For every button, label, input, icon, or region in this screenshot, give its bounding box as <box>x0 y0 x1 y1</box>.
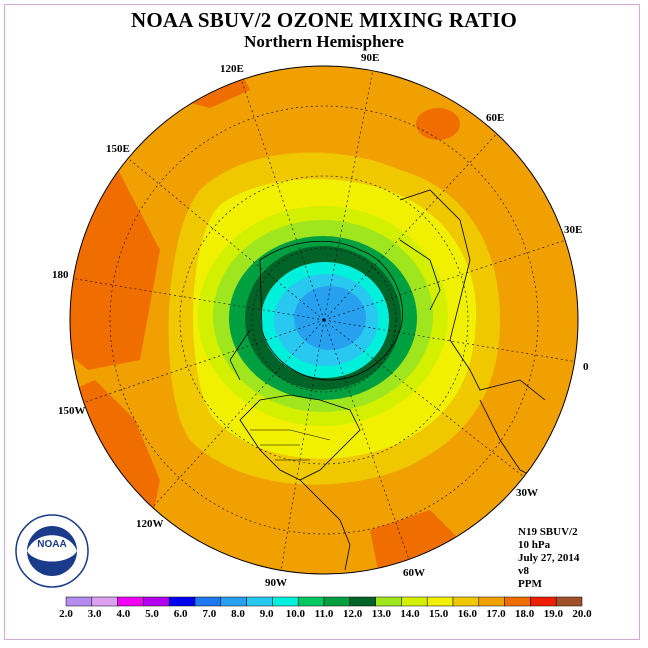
logo-text: NOAA <box>37 539 66 550</box>
arctic-coast <box>259 240 403 381</box>
meridian-120e <box>239 75 325 321</box>
meridian-30w <box>323 319 529 481</box>
colorbar-swatch <box>220 596 247 607</box>
colorbar-swatch <box>530 596 557 607</box>
colorbar-swatch <box>272 596 299 607</box>
colorbar-swatch <box>143 596 170 607</box>
noaa-logo: NOAA <box>15 514 89 588</box>
lon-label-0: 0 <box>583 361 589 373</box>
meridian-60e <box>323 127 503 321</box>
lon-label-90e: 90E <box>361 52 379 64</box>
colorbar-tick-label: 7.0 <box>202 608 217 620</box>
colorbar-tick-label: 8.0 <box>231 608 245 620</box>
colorbar-swatch <box>323 596 351 607</box>
north-america-coast <box>239 394 361 481</box>
colorbar-swatch <box>375 596 402 607</box>
page-title: NOAA SBUV/2 OZONE MIXING RATIO <box>131 8 517 32</box>
lon-label-180: 180 <box>52 269 69 281</box>
alaska-coast <box>229 329 251 381</box>
colorbar-tick-label: 20.0 <box>572 608 592 620</box>
colorbar-tick-label: 18.0 <box>515 608 535 620</box>
page-subtitle: Northern Hemisphere <box>244 32 404 51</box>
colorbar-swatch <box>478 596 505 607</box>
info-version: v8 <box>518 565 529 577</box>
graticule <box>70 66 578 574</box>
state-borders <box>250 429 331 461</box>
colorbar-tick-label: 12.0 <box>343 608 363 620</box>
meridian-90w <box>279 319 325 574</box>
lon-label-150e: 150E <box>106 143 130 155</box>
colorbar-tick-label: 13.0 <box>371 608 391 620</box>
lat-circle-70 <box>251 247 397 393</box>
colorbar-swatch <box>504 596 531 607</box>
colorbar-tick-label: 19.0 <box>543 608 563 620</box>
colorbar-swatch <box>349 596 376 607</box>
colorbar-tick-label: 15.0 <box>429 608 449 620</box>
colorbar-swatch <box>117 596 144 607</box>
longitude-labels: 90E 60E 30E 0 30W 60W 90W 120W 150W 180 … <box>52 52 589 589</box>
colorbar-swatch <box>401 596 428 607</box>
meridian-90e <box>323 66 375 321</box>
colorbar-tick-label: 11.0 <box>314 608 334 620</box>
colorbar-swatch <box>426 596 454 607</box>
meridian-30e <box>323 237 573 321</box>
colorbar-tick-label: 6.0 <box>173 608 188 620</box>
lon-label-90w: 90W <box>265 577 287 589</box>
colorbar-tick-label: 14.0 <box>400 608 420 620</box>
meridian-60w <box>323 319 413 569</box>
lat-circle-50 <box>179 175 469 465</box>
eurasia-coast <box>399 189 546 401</box>
lon-label-30w: 30W <box>516 487 538 499</box>
info-block: N19 SBUV/2 10 hPa July 27, 2014 v8 PPM <box>518 526 579 591</box>
lon-label-60w: 60W <box>403 567 425 579</box>
info-pressure: 10 hPa <box>518 539 551 551</box>
central-america-coast <box>299 479 351 571</box>
colorbar-tick-label: 17.0 <box>486 608 506 620</box>
info-satellite: N19 SBUV/2 <box>518 526 578 538</box>
colorbar-swatch <box>555 596 583 607</box>
colorbar-tick-label: 2.0 <box>59 608 73 620</box>
lon-label-120w: 120W <box>136 518 164 530</box>
meridian-150e <box>129 159 325 321</box>
info-date: July 27, 2014 <box>518 552 580 564</box>
map-boundary <box>69 65 579 575</box>
logo-bird-icon <box>27 535 77 562</box>
colorbar-swatch <box>168 596 196 607</box>
colorbar-swatch <box>194 596 222 607</box>
colorbar-swatch <box>452 596 480 607</box>
colorbar-tick-label: 9.0 <box>259 608 274 620</box>
lon-label-120e: 120E <box>220 63 244 75</box>
colorbar-tick-label: 4.0 <box>116 608 131 620</box>
lon-label-150w: 150W <box>58 405 86 417</box>
lat-circle-30 <box>109 105 539 535</box>
colorbar-swatch <box>65 596 93 607</box>
info-units: PPM <box>518 578 542 590</box>
colorbar-swatch <box>246 596 273 607</box>
colorbar-swatch <box>91 596 118 607</box>
colorbar-tick-label: 3.0 <box>87 608 102 620</box>
colorbar-tick-label: 5.0 <box>145 608 159 620</box>
figure-frame <box>4 4 640 640</box>
band-18-19-east <box>416 108 460 140</box>
meridian-150w <box>73 319 325 407</box>
scandinavia-coast <box>399 239 441 311</box>
lon-label-30e: 30E <box>564 224 582 236</box>
colorbar-tick-label: 10.0 <box>285 608 305 620</box>
colorbar-tick-label: 16.0 <box>457 608 477 620</box>
colorbar-swatch <box>297 596 325 607</box>
lon-label-60e: 60E <box>486 112 504 124</box>
